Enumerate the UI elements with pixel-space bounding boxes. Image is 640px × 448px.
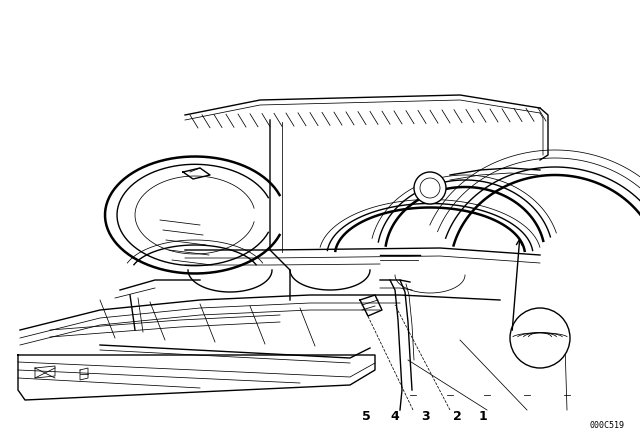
Text: 3: 3 xyxy=(421,410,430,423)
Text: 4: 4 xyxy=(390,410,399,423)
Text: 5: 5 xyxy=(362,410,371,423)
Text: 2: 2 xyxy=(453,410,462,423)
Circle shape xyxy=(510,308,570,368)
Circle shape xyxy=(414,172,446,204)
Text: 1: 1 xyxy=(479,410,488,423)
Text: 000C519: 000C519 xyxy=(590,421,625,430)
Circle shape xyxy=(420,178,440,198)
